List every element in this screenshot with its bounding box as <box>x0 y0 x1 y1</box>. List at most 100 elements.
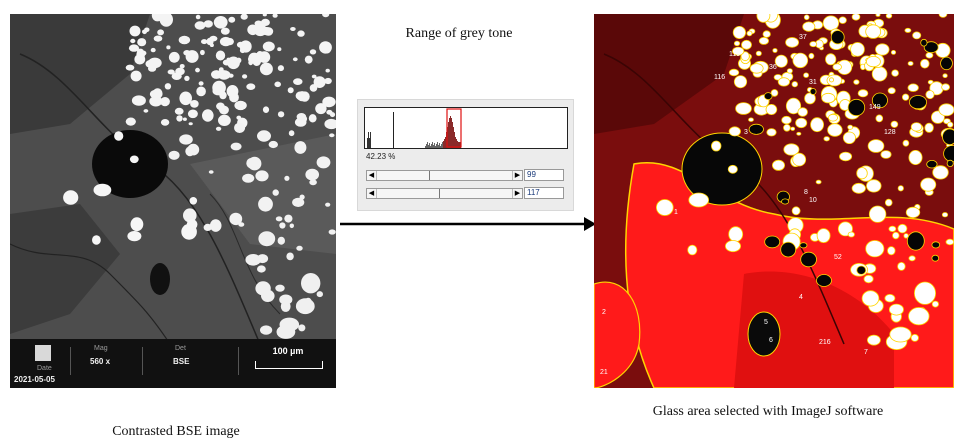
mineral-grain <box>262 14 267 17</box>
mineral-grain <box>309 179 317 186</box>
mineral-grain <box>847 98 866 117</box>
mineral-grain <box>260 18 270 26</box>
particle-label: 5 <box>764 319 768 326</box>
mineral-grain <box>732 25 746 39</box>
mineral-grain <box>875 43 890 56</box>
slider-right-arrow-icon[interactable]: ▶ <box>512 189 522 198</box>
mineral-grain <box>179 64 185 69</box>
mineral-grain <box>827 123 843 137</box>
mineral-grain <box>785 37 800 48</box>
particle-label: 10 <box>809 197 817 204</box>
slider-right-arrow-icon[interactable]: ▶ <box>512 171 522 180</box>
mineral-grain <box>781 115 792 125</box>
mineral-grain <box>168 51 180 63</box>
particle-label: 119 <box>729 51 740 58</box>
slider-thumb[interactable] <box>439 189 441 198</box>
mineral-grain <box>125 117 136 126</box>
mineral-grain <box>748 117 754 122</box>
bse-mineral-grains <box>63 14 336 339</box>
mineral-grain <box>297 30 305 37</box>
mineral-grain <box>301 273 321 294</box>
mineral-grain <box>246 83 256 90</box>
histogram-bar <box>429 143 430 148</box>
mineral-grain <box>153 35 163 42</box>
mineral-grain <box>279 317 300 332</box>
mineral-grain <box>851 14 861 21</box>
databar-divider <box>142 347 143 375</box>
mineral-grain <box>823 136 830 142</box>
histogram-bar <box>455 137 456 148</box>
mineral-grain <box>130 217 144 232</box>
mineral-grain <box>292 57 298 62</box>
mineral-grain <box>257 130 271 142</box>
mineral-grain <box>203 20 213 28</box>
histogram-bar <box>458 142 459 148</box>
upper-threshold-slider[interactable]: ◀ ▶ <box>366 188 523 199</box>
mineral-grain <box>781 198 790 205</box>
mineral-grain <box>160 97 170 107</box>
mineral-grain <box>791 81 798 88</box>
mineral-grain <box>219 36 232 47</box>
mag-value: 560 x <box>90 357 111 366</box>
mineral-grain <box>890 50 897 55</box>
mineral-grain <box>850 42 865 57</box>
histogram-bars <box>367 108 462 148</box>
mineral-grain <box>182 117 187 121</box>
slider-left-arrow-icon[interactable]: ◀ <box>367 189 377 198</box>
mineral-grain <box>274 81 282 88</box>
slider-left-arrow-icon[interactable]: ◀ <box>367 171 377 180</box>
mineral-grain <box>887 246 896 256</box>
scale-bar-line <box>255 361 323 369</box>
mineral-grain <box>322 14 330 18</box>
det-label: Det <box>175 345 186 352</box>
mineral-grain <box>735 102 752 115</box>
mineral-grain <box>830 30 845 45</box>
mineral-grain <box>832 63 842 71</box>
mineral-grain <box>187 109 198 119</box>
mineral-grain <box>131 95 146 106</box>
histogram-bar <box>452 122 453 148</box>
mineral-grain <box>130 70 142 82</box>
mineral-grain <box>907 83 919 92</box>
mineral-grain <box>931 254 940 262</box>
mineral-grain <box>871 92 888 109</box>
mineral-grain <box>181 223 197 240</box>
mineral-grain <box>941 83 951 91</box>
mineral-grain <box>258 231 276 247</box>
mineral-grain <box>772 48 778 53</box>
particle-label: 116 <box>714 74 725 81</box>
mineral-grain <box>218 105 227 113</box>
glass-selection-panel: 1 2 3 4 5 6 7 8 10 21 31 36 37 52 116 119 128 149 216 <box>594 14 954 388</box>
lower-threshold-input[interactable]: 99 <box>524 169 564 181</box>
mineral-grain <box>125 64 135 71</box>
mineral-grain <box>190 100 199 108</box>
mineral-grain <box>167 69 175 75</box>
histogram-bar <box>444 139 445 148</box>
mineral-grain <box>908 95 927 110</box>
histogram-bar <box>435 146 436 148</box>
mineral-grain <box>908 307 930 326</box>
bse-micrograph <box>10 14 336 388</box>
mineral-grain <box>816 228 831 244</box>
slider-thumb[interactable] <box>429 171 431 180</box>
threshold-dialog: 42.23 % ◀ ▶ 99 ◀ ▶ 117 <box>357 99 574 211</box>
mineral-grain <box>932 165 949 180</box>
mineral-grain <box>309 49 317 55</box>
mineral-grain <box>770 89 779 97</box>
mineral-grain <box>304 55 313 64</box>
glass-selection-image: 1 2 3 4 5 6 7 810 21 31 36 37 52 116 119 128 149 216 <box>594 14 954 388</box>
upper-threshold-input[interactable]: 117 <box>524 187 564 199</box>
mineral-grain <box>209 219 222 232</box>
histogram-bar <box>433 145 434 148</box>
mineral-grain <box>137 38 147 47</box>
lower-threshold-slider[interactable]: ◀ ▶ <box>366 170 523 181</box>
mineral-grain <box>804 92 816 105</box>
mineral-grain <box>827 113 838 122</box>
mineral-grain <box>868 205 887 223</box>
mineral-grain <box>799 242 808 249</box>
mineral-grain <box>764 235 781 249</box>
mineral-grain <box>838 16 847 24</box>
mineral-grain <box>152 88 163 99</box>
mineral-grain <box>822 15 840 31</box>
mineral-grain <box>857 89 869 98</box>
